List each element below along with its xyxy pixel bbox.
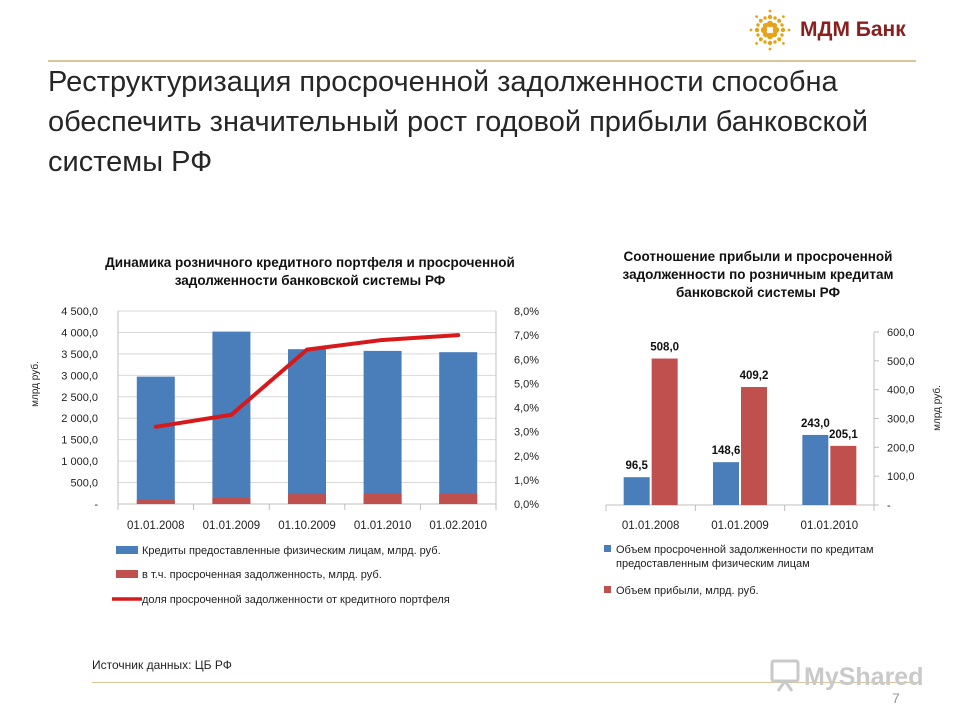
- x-tick-label: 01.01.2010: [801, 520, 859, 532]
- bar-overdue-volume: [623, 477, 650, 505]
- data-label: 508,0: [650, 342, 679, 354]
- bar-profit: [741, 387, 767, 505]
- legend-line: Объем просроченной задолженности по кред…: [616, 544, 874, 556]
- line-point: [456, 333, 461, 338]
- line-point: [229, 412, 234, 417]
- legend-swatch-overdue: [116, 570, 138, 578]
- legend-swatch-loans: [116, 546, 138, 554]
- y2-tick-label: 6,0%: [514, 354, 539, 366]
- y-tick-label: 500,0: [70, 478, 98, 490]
- page-title: Реструктуризация просроченной задолженно…: [48, 66, 868, 178]
- y-tick-label: 100,0: [887, 471, 915, 483]
- y2-tick-label: 8,0%: [514, 306, 539, 318]
- y2-tick-label: 7,0%: [514, 330, 539, 342]
- header-divider: [48, 60, 916, 62]
- bar-loans: [363, 350, 402, 504]
- bar-overdue: [288, 494, 326, 504]
- brand-name: МДМ Банк: [800, 18, 906, 41]
- y-tick-label: 400,0: [887, 385, 915, 397]
- y-tick-label: 4 500,0: [61, 306, 98, 318]
- x-tick-label: 01.01.2009: [711, 520, 769, 532]
- data-label: 148,6: [712, 445, 741, 457]
- bar-overdue-volume: [802, 434, 829, 505]
- bar-overdue: [363, 493, 402, 504]
- y2-tick-label: 4,0%: [514, 403, 539, 415]
- y-tick-label: 2 500,0: [61, 392, 98, 404]
- x-tick-label: 01.01.2008: [127, 520, 185, 532]
- line-point: [305, 347, 309, 352]
- bar-profit: [830, 445, 857, 505]
- y-tick-label: -: [887, 500, 891, 512]
- legend-label: Объем прибыли, млрд. руб.: [616, 585, 759, 597]
- legend-swatch-overdue-volume: [604, 545, 611, 552]
- legend-swatch-profit: [604, 586, 611, 593]
- bar-overdue-volume: [713, 462, 739, 505]
- footer-divider: [92, 682, 918, 683]
- y-tick-label: 300,0: [887, 414, 915, 426]
- bar-loans: [288, 349, 326, 504]
- bar-loans: [136, 376, 175, 504]
- y-axis-label: млрд руб.: [931, 385, 943, 431]
- mdm-bank-logo: [749, 9, 791, 51]
- x-tick-label: 01.01.2009: [203, 520, 261, 532]
- y-tick-label: 4 000,0: [61, 327, 98, 339]
- presentation-icon: [770, 659, 800, 692]
- y-tick-label: -: [94, 499, 98, 511]
- legend-line: предоставленным физическим лицам: [616, 558, 810, 570]
- y-tick-label: 3 000,0: [61, 370, 98, 382]
- legend-label: доля просроченной задолженности от креди…: [142, 594, 450, 606]
- y-tick-label: 600,0: [887, 327, 915, 339]
- y2-tick-label: 1,0%: [514, 475, 539, 487]
- y-tick-label: 2 000,0: [61, 413, 98, 425]
- data-label: 243,0: [801, 418, 830, 430]
- source-note: Источник данных: ЦБ РФ: [92, 658, 232, 672]
- myshared-watermark: MyShared: [770, 659, 923, 692]
- chart2-title: Соотношение прибыли и просроченной задол…: [622, 249, 894, 300]
- x-tick-label: 01.02.2010: [429, 520, 487, 532]
- bar-overdue: [212, 497, 251, 504]
- bar-overdue: [136, 499, 175, 504]
- y-tick-label: 3 500,0: [61, 349, 98, 361]
- y-tick-label: 500,0: [887, 356, 915, 368]
- legend-label: Объем просроченной задолженности по кред…: [616, 544, 874, 570]
- data-label: 409,2: [740, 370, 769, 382]
- x-tick-label: 01.01.2008: [622, 520, 680, 532]
- y2-tick-label: 0,0%: [514, 499, 539, 511]
- bar-overdue: [439, 493, 478, 504]
- line-point: [153, 424, 158, 429]
- page-number: 7: [892, 690, 900, 706]
- y-axis-label: млрд руб.: [29, 361, 41, 407]
- y-tick-label: 200,0: [887, 442, 915, 454]
- data-label: 96,5: [625, 460, 648, 472]
- bar-profit: [651, 358, 678, 505]
- y-tick-label: 1 500,0: [61, 435, 98, 447]
- y-tick-label: 1 000,0: [61, 456, 98, 468]
- legend-label: в т.ч. просроченная задолженность, млрд.…: [142, 569, 382, 581]
- x-tick-label: 01.10.2009: [278, 520, 336, 532]
- y2-tick-label: 2,0%: [514, 451, 539, 463]
- legend-label: Кредиты предоставленные физическим лицам…: [142, 545, 441, 557]
- chart1-title: Динамика розничного кредитного портфеля …: [105, 255, 515, 288]
- x-tick-label: 01.01.2010: [354, 520, 412, 532]
- watermark-text: MyShared: [804, 663, 923, 691]
- y2-tick-label: 3,0%: [514, 427, 539, 439]
- y2-tick-label: 5,0%: [514, 378, 539, 390]
- bar-loans: [439, 352, 478, 504]
- line-point: [380, 337, 385, 342]
- data-label: 205,1: [829, 429, 858, 441]
- sun-logo-icon: [749, 9, 791, 51]
